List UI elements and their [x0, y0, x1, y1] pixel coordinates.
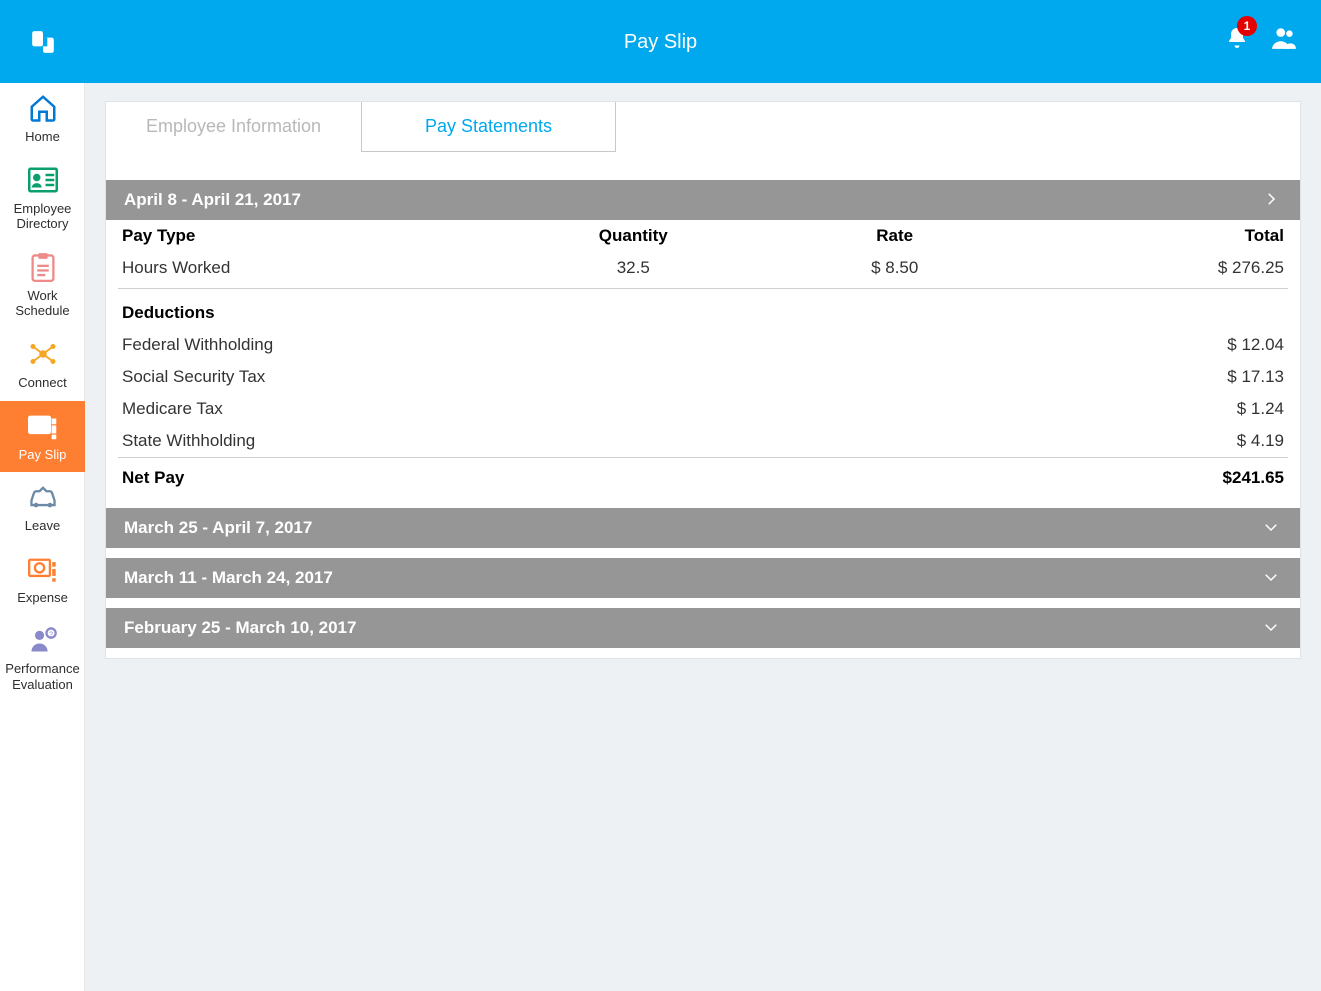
pay-row-quantity: 32.5	[517, 258, 749, 278]
period-header-collapsed[interactable]: February 25 - March 10, 2017	[106, 608, 1300, 648]
period-range-label: March 11 - March 24, 2017	[124, 568, 333, 588]
deduction-label: Medicare Tax	[122, 399, 1164, 419]
period-header-collapsed[interactable]: March 11 - March 24, 2017	[106, 558, 1300, 598]
chevron-down-icon	[1262, 568, 1280, 591]
sidebar-item-label: Leave	[25, 518, 60, 534]
sidebar-item-pay-slip[interactable]: Pay Slip	[0, 401, 85, 473]
deduction-label: Social Security Tax	[122, 367, 1164, 387]
sidebar-item-label: Employee Directory	[2, 201, 83, 232]
period-range-label: April 8 - April 21, 2017	[124, 190, 301, 210]
sidebar-item-label: Performance Evaluation	[2, 661, 83, 692]
period-range-label: March 25 - April 7, 2017	[124, 518, 312, 538]
tab-employee-information[interactable]: Employee Information	[106, 102, 361, 152]
pay-statements-card: Employee Information Pay Statements Apri…	[105, 101, 1301, 659]
pay-row: Hours Worked 32.5 $ 8.50 $ 276.25	[118, 252, 1288, 289]
deduction-row: Medicare Tax $ 1.24	[118, 393, 1288, 425]
home-icon	[28, 91, 58, 125]
chevron-down-icon	[1262, 618, 1280, 641]
tabs: Employee Information Pay Statements	[106, 102, 1300, 152]
sidebar-item-label: Pay Slip	[19, 447, 67, 463]
col-quantity: Quantity	[517, 226, 749, 246]
deduction-label: Federal Withholding	[122, 335, 1164, 355]
deduction-row: Social Security Tax $ 17.13	[118, 361, 1288, 393]
period-header-expanded[interactable]: April 8 - April 21, 2017	[106, 180, 1300, 220]
id-card-icon	[28, 163, 58, 197]
svg-text:?: ?	[49, 632, 53, 639]
main-content: Employee Information Pay Statements Apri…	[85, 83, 1321, 991]
sidebar-item-label: Expense	[17, 590, 68, 606]
sidebar-item-performance-evaluation[interactable]: ? Performance Evaluation	[0, 615, 85, 702]
tab-pay-statements[interactable]: Pay Statements	[361, 102, 616, 152]
expense-icon	[28, 552, 58, 586]
sidebar-item-label: Home	[25, 129, 60, 145]
col-paytype: Pay Type	[122, 226, 517, 246]
notification-badge: 1	[1237, 16, 1257, 36]
car-icon	[28, 480, 58, 514]
profile-button[interactable]	[1271, 25, 1297, 56]
deduction-label: State Withholding	[122, 431, 1164, 451]
chevron-right-icon	[1262, 190, 1280, 213]
notifications-button[interactable]: 1	[1225, 24, 1249, 57]
deduction-row: Federal Withholding $ 12.04	[118, 329, 1288, 361]
pay-row-type: Hours Worked	[122, 258, 517, 278]
performance-icon: ?	[28, 623, 58, 657]
sidebar-item-employee-directory[interactable]: Employee Directory	[0, 155, 85, 242]
pay-row-rate: $ 8.50	[749, 258, 1040, 278]
period-header-collapsed[interactable]: March 25 - April 7, 2017	[106, 508, 1300, 548]
table-header-row: Pay Type Quantity Rate Total	[118, 220, 1288, 252]
period-range-label: February 25 - March 10, 2017	[124, 618, 356, 638]
deduction-amount: $ 17.13	[1164, 367, 1284, 387]
deduction-amount: $ 4.19	[1164, 431, 1284, 451]
app-header: Pay Slip 1	[0, 0, 1321, 83]
payslip-icon	[28, 409, 58, 443]
sidebar-item-work-schedule[interactable]: Work Schedule	[0, 242, 85, 329]
network-icon	[28, 337, 58, 371]
sidebar-item-label: Connect	[18, 375, 66, 391]
deductions-heading: Deductions	[118, 289, 1288, 329]
sidebar-nav: Home Employee Directory Work Schedule Co…	[0, 83, 85, 991]
deduction-row: State Withholding $ 4.19	[118, 425, 1288, 457]
header-actions: 1	[1225, 24, 1297, 57]
col-rate: Rate	[749, 226, 1040, 246]
sidebar-item-label: Work Schedule	[2, 288, 83, 319]
profile-icon	[1271, 25, 1297, 51]
pay-row-total: $ 276.25	[1040, 258, 1284, 278]
page-title: Pay Slip	[0, 31, 1321, 54]
sidebar-item-connect[interactable]: Connect	[0, 329, 85, 401]
sidebar-item-home[interactable]: Home	[0, 83, 85, 155]
deduction-amount: $ 1.24	[1164, 399, 1284, 419]
netpay-label: Net Pay	[122, 468, 1164, 488]
sidebar-item-leave[interactable]: Leave	[0, 472, 85, 544]
netpay-amount: $241.65	[1164, 468, 1284, 488]
sidebar-item-expense[interactable]: Expense	[0, 544, 85, 616]
deduction-amount: $ 12.04	[1164, 335, 1284, 355]
netpay-row: Net Pay $241.65	[118, 457, 1288, 498]
col-total: Total	[1040, 226, 1284, 246]
pay-detail-table: Pay Type Quantity Rate Total Hours Worke…	[106, 220, 1300, 498]
chevron-down-icon	[1262, 518, 1280, 541]
clipboard-icon	[29, 250, 57, 284]
